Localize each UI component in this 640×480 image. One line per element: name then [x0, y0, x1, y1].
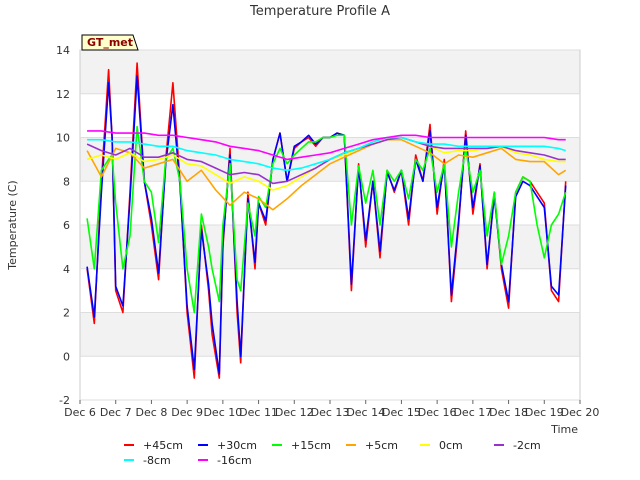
plot-band — [80, 93, 580, 138]
legend-label: +45cm — [143, 439, 183, 452]
x-tick-label: Dec 18 — [489, 406, 528, 419]
y-tick-label: 12 — [56, 88, 70, 101]
x-tick-label: Dec 14 — [346, 406, 385, 419]
legend-label: +30cm — [217, 439, 257, 452]
legend-label: +5cm — [365, 439, 398, 452]
y-ticks: -2 0 2 4 6 8 10 12 14 — [56, 44, 70, 407]
y-axis-label: Temperature (C) — [6, 180, 19, 270]
legend-label: -8cm — [143, 454, 171, 467]
legend: +45cm +30cm +15cm +5cm 0cm -2cm -8cm -16cm — [124, 439, 541, 467]
series-line — [87, 136, 566, 172]
legend-label: -16cm — [217, 454, 252, 467]
x-tick-label: Dec 10 — [203, 406, 242, 419]
gt-met-badge: GT_met — [81, 34, 139, 51]
plot-band — [80, 268, 580, 313]
x-tick-label: Dec 8 — [136, 406, 168, 419]
x-tick-label: Dec 13 — [311, 406, 350, 419]
series-line — [86, 138, 567, 211]
x-tick-label: Dec 6 — [64, 406, 96, 419]
x-tick-label: Dec 7 — [100, 406, 132, 419]
plot-band — [80, 356, 580, 400]
series-line — [87, 130, 566, 161]
series-lines — [86, 62, 567, 379]
x-tick-label: Dec 9 — [171, 406, 203, 419]
y-tick-label: 6 — [63, 219, 70, 232]
x-tick-label: Dec 20 — [561, 406, 600, 419]
plot-band — [80, 225, 580, 269]
legend-label: -2cm — [513, 439, 541, 452]
plot-band — [80, 312, 580, 357]
plot-band — [80, 50, 580, 94]
chart-title: Temperature Profile A — [249, 4, 390, 19]
x-tick-label: Dec 16 — [418, 406, 457, 419]
y-tick-label: 0 — [63, 350, 70, 363]
legend-label: 0cm — [439, 439, 463, 452]
y-tick-label: 14 — [56, 44, 70, 57]
y-tick-label: 2 — [63, 307, 70, 320]
badge-label: GT_met — [87, 36, 133, 49]
x-tick-label: Dec 19 — [525, 406, 564, 419]
x-tick-label: Dec 17 — [453, 406, 492, 419]
x-tick-label: Dec 12 — [275, 406, 314, 419]
x-tick-label: Dec 11 — [239, 406, 278, 419]
x-axis-label: Time — [550, 423, 578, 436]
y-tick-label: -2 — [59, 394, 70, 407]
series-line — [86, 125, 567, 314]
x-tick-label: Dec 15 — [382, 406, 421, 419]
y-tick-label: 10 — [56, 132, 70, 145]
legend-label: +15cm — [291, 439, 331, 452]
y-tick-label: 8 — [63, 175, 70, 188]
y-tick-label: 4 — [63, 263, 70, 276]
